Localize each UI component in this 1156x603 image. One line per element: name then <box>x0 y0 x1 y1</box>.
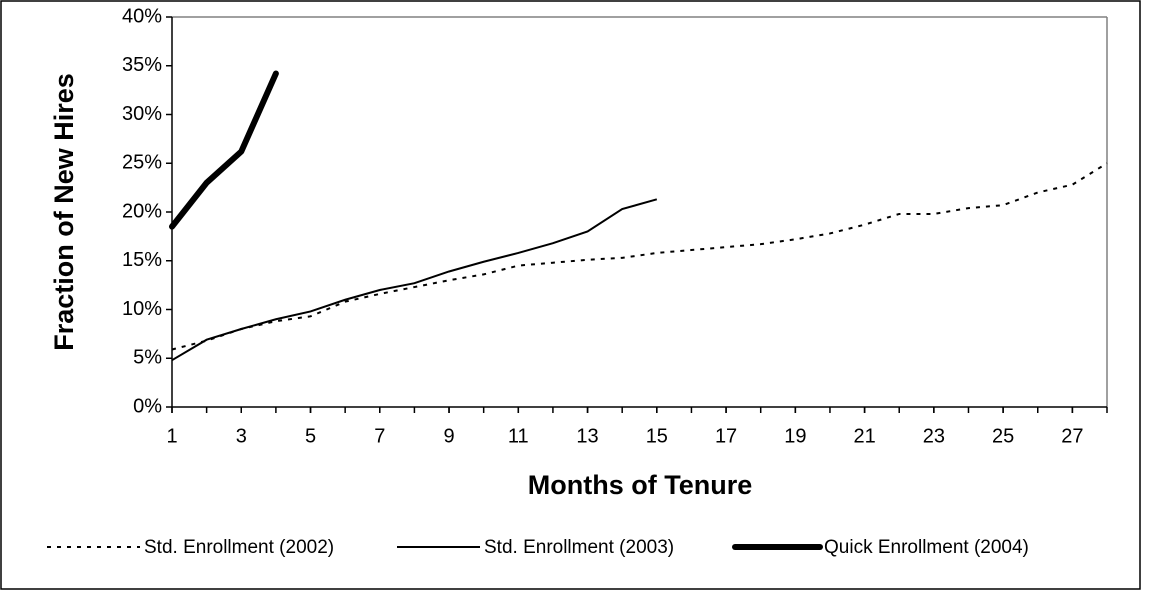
x-tick-label: 19 <box>784 425 806 447</box>
series-line <box>171 162 1108 351</box>
x-tick-label: 23 <box>923 425 945 447</box>
x-tick-label: 1 <box>166 425 177 447</box>
x-tick-label: 9 <box>443 425 454 447</box>
y-tick-label: 30% <box>122 103 162 125</box>
y-axis-title: Fraction of New Hires <box>49 73 79 351</box>
x-tick-label: 3 <box>236 425 247 447</box>
y-tick-label: 10% <box>122 298 162 320</box>
x-tick-label: 21 <box>853 425 875 447</box>
legend-label: Std. Enrollment (2002) <box>144 537 334 558</box>
y-tick-label: 40% <box>122 5 162 27</box>
y-tick-label: 35% <box>122 54 162 76</box>
y-tick-label: 5% <box>133 347 162 369</box>
series-line <box>169 70 279 230</box>
series-line <box>171 198 658 362</box>
x-tick-label: 11 <box>508 425 529 447</box>
legend-label: Std. Enrollment (2003) <box>484 537 674 558</box>
y-tick-label: 25% <box>122 152 162 174</box>
x-tick-label: 13 <box>576 425 598 447</box>
x-axis-title: Months of Tenure <box>528 470 752 500</box>
y-tick-label: 0% <box>133 395 162 417</box>
x-tick-label: 5 <box>305 425 316 447</box>
x-tick-label: 15 <box>646 425 668 447</box>
y-tick-label: 20% <box>122 200 162 222</box>
x-tick-label: 25 <box>992 425 1014 447</box>
y-tick-label: 15% <box>122 249 162 271</box>
x-tick-label: 27 <box>1061 425 1083 447</box>
legend-label: Quick Enrollment (2004) <box>824 537 1029 558</box>
x-tick-label: 7 <box>374 425 385 447</box>
x-tick-label: 17 <box>715 425 737 447</box>
chart-border <box>0 0 1141 590</box>
